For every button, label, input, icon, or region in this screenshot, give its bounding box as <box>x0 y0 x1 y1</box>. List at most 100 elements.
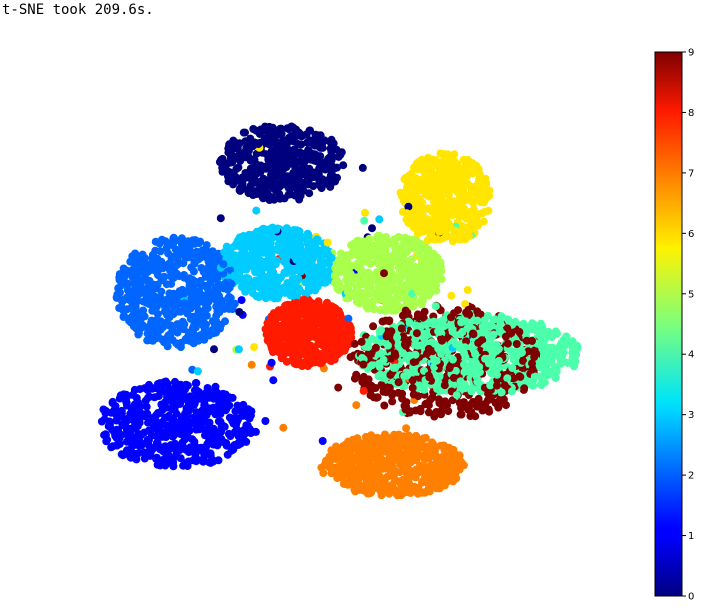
data-point-class-8 <box>288 339 297 348</box>
data-point-class-2 <box>194 288 203 296</box>
data-point-class-0 <box>235 308 244 316</box>
data-point-class-1 <box>163 428 172 437</box>
data-point-class-1 <box>155 445 164 454</box>
data-point-class-5 <box>424 291 433 300</box>
data-point-class-8 <box>335 339 344 347</box>
data-point-class-7 <box>413 489 422 498</box>
data-point-class-9 <box>377 381 386 390</box>
data-point-class-6 <box>445 184 454 193</box>
data-point-class-5 <box>343 263 352 272</box>
data-point-class-9 <box>364 349 373 358</box>
data-point-class-5 <box>390 250 399 259</box>
data-point-class-6 <box>434 182 443 191</box>
data-point-class-2 <box>132 276 141 285</box>
data-point-class-3 <box>306 286 315 295</box>
data-point-class-4 <box>393 333 402 342</box>
data-point-class-1 <box>128 442 136 451</box>
data-point-class-1 <box>221 404 230 413</box>
data-point-class-7 <box>360 467 369 476</box>
data-point-class-8 <box>262 330 271 339</box>
data-point-class-9 <box>373 393 382 402</box>
data-point-class-9 <box>425 373 434 382</box>
data-point-class-0 <box>269 184 278 193</box>
data-point-class-2 <box>154 324 163 333</box>
data-point-class-1 <box>192 408 201 417</box>
data-point-class-1 <box>134 398 143 407</box>
data-point-class-7 <box>405 434 414 443</box>
data-point-class-4 <box>360 216 369 225</box>
data-point-class-3 <box>259 226 268 235</box>
data-point-class-2 <box>169 238 178 247</box>
data-point-class-4 <box>415 381 424 390</box>
data-point-class-0 <box>262 187 271 196</box>
data-point-class-4 <box>456 377 465 386</box>
data-point-class-4 <box>537 381 546 390</box>
data-point-class-2 <box>119 264 128 273</box>
data-point-class-5 <box>371 290 380 299</box>
data-point-class-4 <box>471 350 480 359</box>
data-point-class-1 <box>190 442 199 451</box>
data-point-class-5 <box>435 262 444 271</box>
data-point-class-8 <box>299 328 307 337</box>
data-point-class-3 <box>252 292 261 301</box>
data-point-class-9 <box>499 399 508 408</box>
data-point-class-4 <box>432 356 441 365</box>
data-point-class-1 <box>179 443 188 452</box>
data-point-class-2 <box>192 247 201 256</box>
data-point-class-7 <box>402 465 411 474</box>
data-point-class-6 <box>475 210 484 219</box>
data-point-class-6 <box>436 149 445 158</box>
data-point-class-6 <box>402 215 411 224</box>
data-point-class-8 <box>312 315 321 324</box>
data-point-class-1 <box>163 389 172 398</box>
data-point-class-0 <box>328 164 337 173</box>
data-point-class-1 <box>144 426 153 435</box>
data-point-class-9 <box>412 329 421 338</box>
data-point-class-3 <box>272 225 281 234</box>
data-point-class-1 <box>122 417 131 425</box>
data-point-class-9 <box>367 386 376 394</box>
data-point-class-6 <box>426 225 434 234</box>
data-point-class-6 <box>423 236 432 245</box>
data-point-class-2 <box>206 275 215 284</box>
data-point-class-8 <box>263 319 272 328</box>
data-point-class-3 <box>255 235 264 244</box>
data-point-class-2 <box>173 255 182 264</box>
data-point-class-6 <box>448 237 457 246</box>
data-point-class-7 <box>420 455 429 464</box>
data-point-class-7 <box>432 457 441 466</box>
data-point-class-5 <box>408 241 417 250</box>
data-point-class-5 <box>330 272 339 280</box>
data-point-class-1 <box>160 402 168 411</box>
data-point-class-9 <box>405 408 414 417</box>
data-point-class-3 <box>258 276 267 285</box>
data-point-class-5 <box>354 236 363 245</box>
data-point-class-2 <box>212 302 221 311</box>
data-point-class-2 <box>138 250 147 259</box>
data-point-class-5 <box>392 299 401 308</box>
data-point-class-9 <box>520 384 529 393</box>
data-point-class-4 <box>467 387 476 396</box>
data-point-class-4 <box>497 314 506 322</box>
data-point-class-0 <box>368 224 376 233</box>
data-point-class-2 <box>173 328 182 337</box>
data-point-class-4 <box>423 331 431 340</box>
data-point-class-9 <box>454 306 462 315</box>
data-point-class-9 <box>481 404 490 412</box>
data-point-class-0 <box>305 168 314 177</box>
data-point-class-8 <box>319 313 328 322</box>
data-point-class-6 <box>462 196 471 205</box>
data-point-class-1 <box>152 453 161 462</box>
data-point-class-0 <box>241 169 250 177</box>
data-point-class-9 <box>399 332 408 341</box>
data-point-class-2 <box>219 260 228 269</box>
data-point-class-7 <box>352 401 361 410</box>
data-point-class-2 <box>203 247 211 256</box>
data-point-class-8 <box>292 298 301 307</box>
data-point-class-5 <box>418 280 427 289</box>
data-point-class-5 <box>407 255 416 264</box>
data-point-class-5 <box>350 292 359 301</box>
data-point-class-6 <box>459 164 468 173</box>
data-point-class-4 <box>446 321 455 330</box>
data-point-class-0 <box>280 194 289 203</box>
